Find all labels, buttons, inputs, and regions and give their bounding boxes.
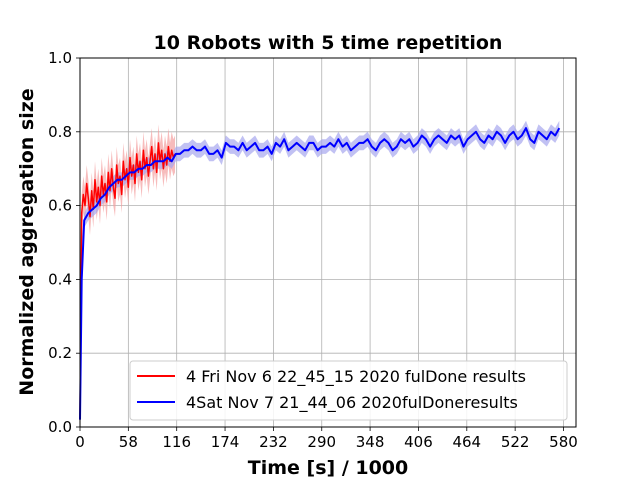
x-tick-label: 580 [549,433,578,451]
x-tick-label: 348 [356,433,385,451]
series-line-red [79,142,176,420]
y-tick-label: 1.0 [48,49,72,67]
x-tick-label: 58 [119,433,138,451]
plot-frame [79,57,577,428]
y-tick-label: 0.6 [48,197,72,215]
x-tick-label: 464 [452,433,481,451]
legend: 4 Fri Nov 6 22_45_15 2020 fulDone result… [129,360,568,421]
x-tick-label: 116 [162,433,191,451]
legend-label-blue: 4Sat Nov 7 21_44_06 2020fulDoneresults [186,393,518,413]
legend-label-red: 4 Fri Nov 6 22_45_15 2020 fulDone result… [186,367,526,387]
series-line-blue [79,127,561,420]
x-tick-label: 174 [211,433,240,451]
y-tick-label: 0.2 [48,344,72,362]
x-tick-label: 290 [307,433,336,451]
chart-title: 10 Robots with 5 time repetition [154,32,503,54]
y-tick-label: 0.4 [48,270,72,288]
x-tick-label: 232 [259,433,288,451]
y-tick-label: 0.8 [48,123,72,141]
x-axis-ticks: 0 58 116 174 232 290 348 406 464 522 580 [75,427,578,451]
y-tick-label: 0.0 [48,418,72,436]
legend-box [129,360,568,421]
x-tick-label: 406 [404,433,433,451]
x-tick-label: 522 [501,433,530,451]
confidence-bands [80,120,560,428]
y-axis-ticks: 0.0 0.2 0.4 0.6 0.8 1.0 [48,49,80,436]
series-lines [79,127,561,420]
x-axis-label: Time [s] / 1000 [248,457,409,479]
x-tick-label: 0 [75,433,85,451]
y-axis-label: Normalized aggregation size [16,88,38,395]
